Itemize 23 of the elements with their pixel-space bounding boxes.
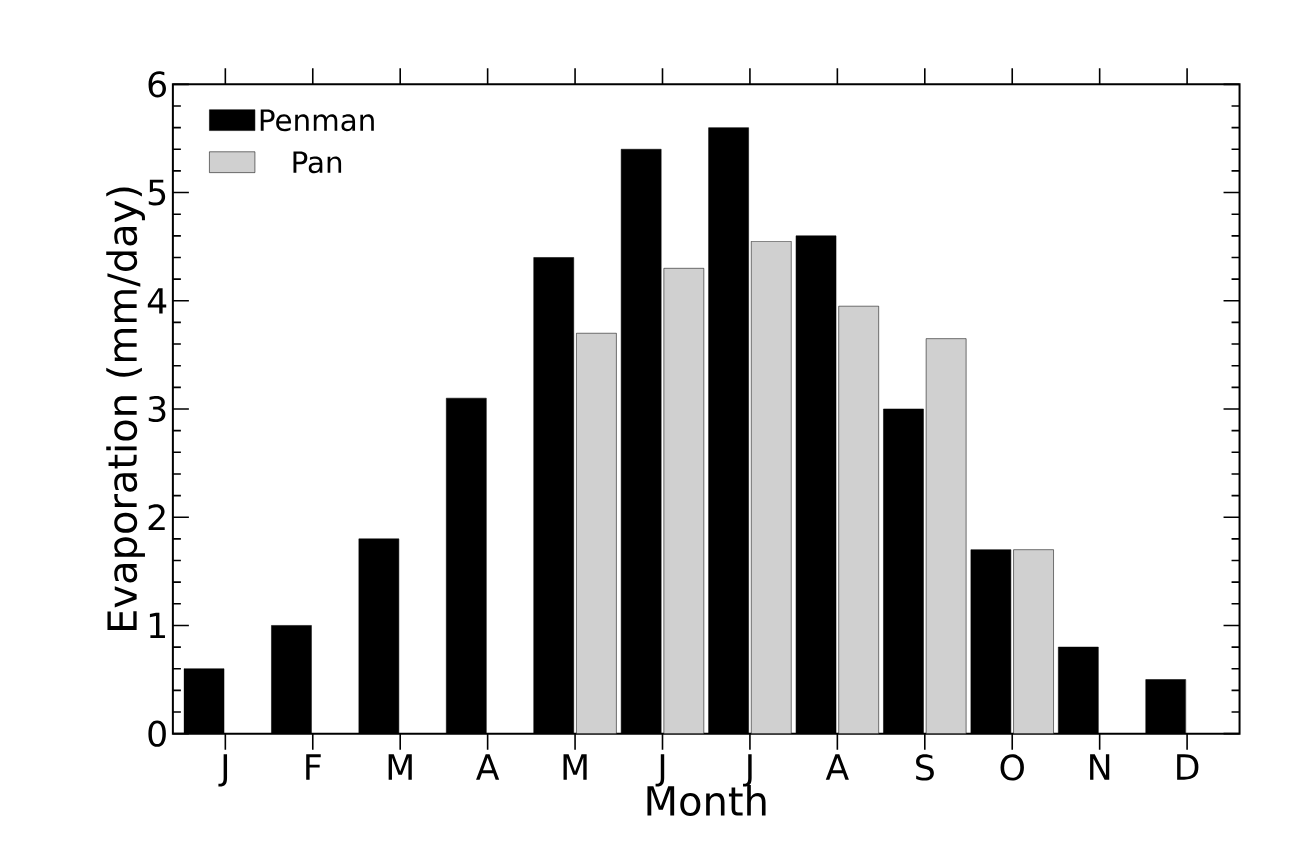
- y-tick-label: 0: [148, 720, 166, 747]
- y-tick-label: 5: [148, 179, 166, 206]
- x-tick-label: A: [825, 754, 849, 780]
- x-tick-label: J: [655, 754, 665, 787]
- x-tick-label: J: [218, 754, 228, 787]
- x-tick-label: F: [306, 754, 321, 780]
- x-tick-label: O: [1000, 754, 1024, 781]
- x-tick-label: S: [916, 754, 934, 781]
- x-tick-label: D: [1177, 754, 1199, 780]
- x-tick-label: A: [476, 754, 500, 780]
- legend-label: Penman: [260, 109, 374, 132]
- y-tick-label: 2: [148, 504, 165, 531]
- x-tick-label: M: [388, 754, 412, 780]
- x-tick-label: J: [743, 754, 752, 787]
- y-tick-label: 1: [149, 612, 165, 639]
- y-axis-title: Evaporation (mm/day): [106, 187, 145, 630]
- y-tick-label: 3: [148, 395, 166, 423]
- legend-label: Pan: [293, 151, 342, 174]
- y-tick-label: 4: [147, 288, 167, 314]
- x-tick-label: M: [563, 754, 587, 780]
- y-tick-label: 6: [148, 71, 166, 98]
- x-axis-title: Month: [647, 785, 766, 817]
- x-tick-label: N: [1090, 754, 1110, 780]
